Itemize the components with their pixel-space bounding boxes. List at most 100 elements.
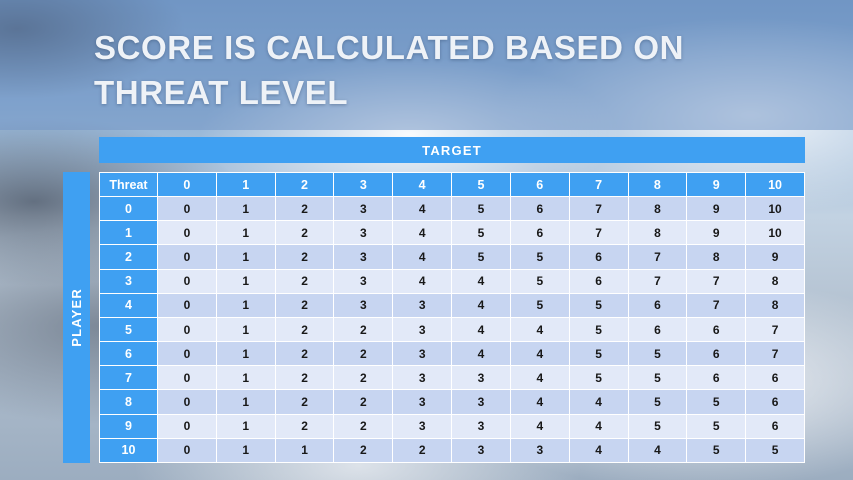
score-cell: 4 — [509, 365, 570, 391]
score-cell: 6 — [745, 389, 805, 415]
score-cell: 0 — [157, 244, 217, 270]
target-col-header: 7 — [568, 171, 629, 198]
score-cell: 1 — [215, 316, 276, 343]
score-cell: 3 — [451, 413, 511, 439]
score-cell: 4 — [392, 268, 453, 294]
score-cell: 6 — [509, 196, 570, 222]
score-cell: 5 — [509, 244, 570, 270]
score-cell: 4 — [509, 316, 570, 343]
score-cell: 2 — [333, 365, 394, 391]
score-cell: 6 — [745, 365, 805, 391]
score-cell: 5 — [627, 341, 688, 367]
table-row: 10 0 1 1 2 2 3 3 4 4 5 5 — [99, 437, 805, 464]
score-cell: 5 — [509, 268, 570, 294]
score-cell: 1 — [215, 244, 276, 270]
score-cell: 3 — [392, 389, 453, 415]
score-cell: 3 — [333, 244, 394, 270]
score-cell: 5 — [568, 292, 629, 318]
score-cell: 5 — [451, 196, 511, 222]
score-cell: 4 — [451, 268, 511, 294]
score-cell: 5 — [568, 316, 629, 343]
score-cell: 5 — [451, 244, 511, 270]
score-cell: 8 — [745, 268, 805, 294]
score-cell: 3 — [333, 220, 394, 246]
threat-row-header: 8 — [99, 389, 158, 415]
score-cell: 4 — [568, 413, 629, 439]
score-cell: 3 — [451, 389, 511, 415]
threat-row-header: 0 — [99, 196, 158, 222]
table-header-row: Threat 0 1 2 3 4 5 6 7 8 9 10 — [99, 171, 805, 198]
threat-row-header: 4 — [99, 292, 158, 318]
score-cell: 7 — [568, 220, 629, 246]
score-cell: 0 — [157, 437, 217, 464]
score-cell: 2 — [274, 413, 335, 439]
score-cell: 3 — [451, 437, 511, 464]
score-cell: 1 — [215, 413, 276, 439]
score-cell: 3 — [392, 413, 453, 439]
score-cell: 2 — [274, 292, 335, 318]
score-cell: 4 — [568, 389, 629, 415]
score-cell: 2 — [333, 389, 394, 415]
score-cell: 6 — [509, 220, 570, 246]
score-cell: 10 — [745, 196, 805, 222]
score-cell: 1 — [215, 365, 276, 391]
score-cell: 2 — [274, 365, 335, 391]
threat-row-header: 2 — [99, 244, 158, 270]
score-cell: 5 — [627, 365, 688, 391]
score-cell: 3 — [451, 365, 511, 391]
score-cell: 1 — [215, 196, 276, 222]
target-col-header: 2 — [274, 171, 335, 198]
score-cell: 4 — [509, 341, 570, 367]
score-cell: 2 — [333, 413, 394, 439]
score-cell: 6 — [686, 316, 747, 343]
score-cell: 0 — [157, 365, 217, 391]
score-cell: 5 — [745, 437, 805, 464]
score-cell: 9 — [686, 196, 747, 222]
score-cell: 4 — [509, 389, 570, 415]
score-cell: 3 — [392, 365, 453, 391]
score-cell: 5 — [568, 341, 629, 367]
score-cell: 5 — [686, 413, 747, 439]
target-label: TARGET — [422, 142, 482, 158]
score-cell: 2 — [274, 341, 335, 367]
score-cell: 4 — [451, 341, 511, 367]
score-cell: 0 — [157, 196, 217, 222]
score-cell: 2 — [274, 196, 335, 222]
table-row: 1 0 1 2 3 4 5 6 7 8 9 10 — [99, 220, 805, 246]
score-cell: 6 — [627, 316, 688, 343]
title-band — [0, 0, 853, 130]
score-cell: 7 — [627, 268, 688, 294]
score-cell: 6 — [686, 365, 747, 391]
score-cell: 3 — [333, 196, 394, 222]
score-cell: 0 — [157, 389, 217, 415]
target-col-header: 3 — [333, 171, 394, 198]
score-cell: 5 — [568, 365, 629, 391]
score-cell: 3 — [333, 268, 394, 294]
score-cell: 2 — [392, 437, 453, 464]
player-label: PLAYER — [69, 288, 84, 347]
score-cell: 3 — [392, 341, 453, 367]
score-cell: 4 — [627, 437, 688, 464]
target-col-header: 10 — [745, 171, 805, 198]
score-cell: 5 — [509, 292, 570, 318]
score-cell: 5 — [627, 413, 688, 439]
page-title: SCORE IS CALCULATED BASED ON THREAT LEVE… — [94, 26, 754, 115]
threat-corner-header: Threat — [99, 171, 158, 198]
target-col-header: 5 — [451, 171, 511, 198]
threat-row-header: 1 — [99, 220, 158, 246]
score-cell: 9 — [745, 244, 805, 270]
score-cell: 1 — [215, 389, 276, 415]
score-cell: 4 — [568, 437, 629, 464]
score-cell: 1 — [215, 268, 276, 294]
score-cell: 6 — [627, 292, 688, 318]
target-col-header: 8 — [627, 171, 688, 198]
score-cell: 1 — [215, 220, 276, 246]
score-cell: 8 — [627, 196, 688, 222]
score-cell: 2 — [274, 268, 335, 294]
